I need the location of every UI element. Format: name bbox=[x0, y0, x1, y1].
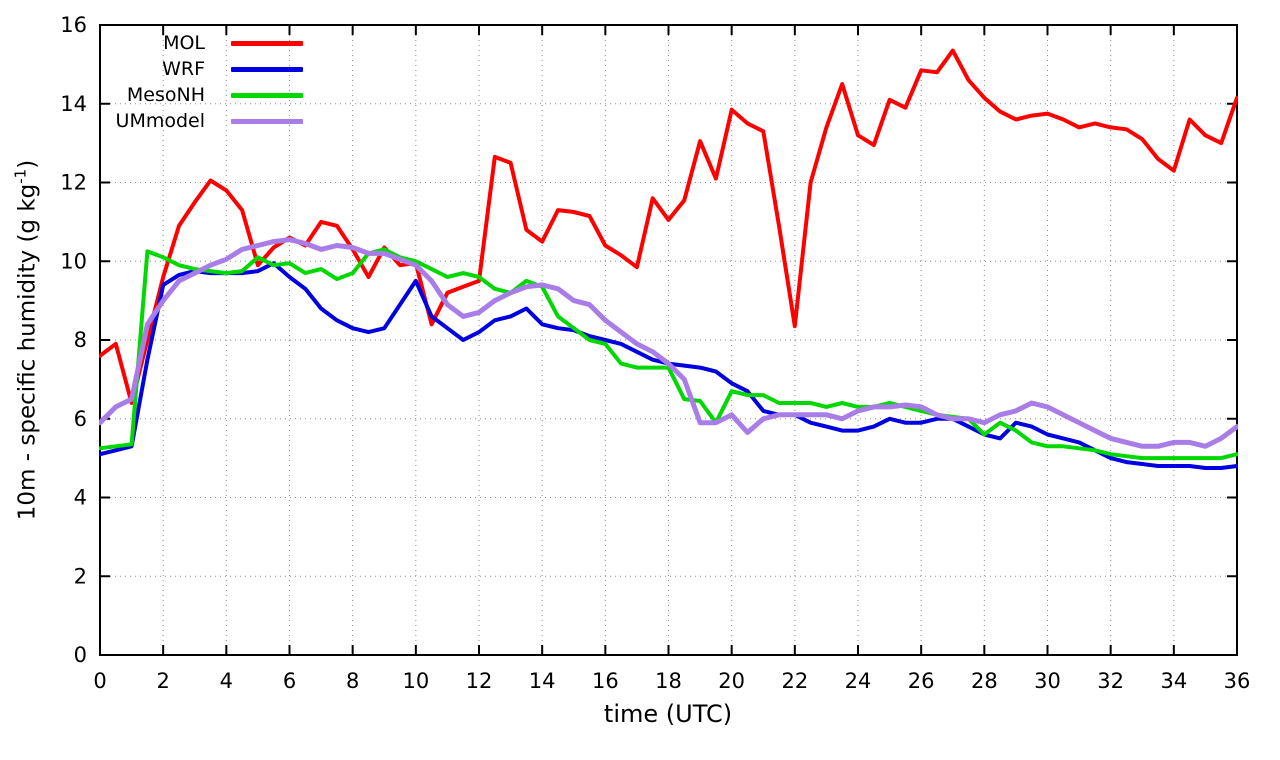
plot-border bbox=[99, 24, 1238, 656]
y-axis-label: 10m - specific humidity (g kg-1) bbox=[12, 160, 41, 520]
legend-label-mesonh: MesoNH bbox=[126, 84, 205, 106]
legend-line-sample-ummodel bbox=[231, 118, 303, 124]
y-tick-label: 4 bbox=[74, 486, 87, 510]
y-tick-label: 10 bbox=[60, 249, 87, 273]
legend-line-sample-mol bbox=[231, 40, 303, 46]
x-tick-label: 0 bbox=[93, 669, 106, 693]
y-tick-label: 14 bbox=[60, 92, 87, 116]
series-line-mesonh bbox=[99, 247, 1238, 461]
series-line-ummodel bbox=[99, 237, 1238, 449]
x-tick-label: 10 bbox=[402, 669, 429, 693]
y-tick-label: 6 bbox=[74, 407, 87, 431]
x-tick-label: 6 bbox=[283, 669, 296, 693]
x-tick-label: 16 bbox=[592, 669, 619, 693]
x-tick-label: 32 bbox=[1097, 669, 1124, 693]
legend: MOL WRF MesoNH UMmodel bbox=[100, 30, 303, 134]
x-tick-label: 24 bbox=[845, 669, 872, 693]
y-tick-labels: 0 2 4 6 8 10 12 14 16 bbox=[60, 13, 87, 667]
y-tick-label: 12 bbox=[60, 171, 87, 195]
x-axis-label: time (UTC) bbox=[603, 700, 733, 728]
x-tick-label: 18 bbox=[655, 669, 682, 693]
legend-line-sample-wrf bbox=[231, 66, 303, 72]
legend-label-mol: MOL bbox=[163, 32, 205, 54]
x-tick-label: 36 bbox=[1224, 669, 1251, 693]
x-tick-label: 30 bbox=[1034, 669, 1061, 693]
y-tick-label: 2 bbox=[74, 564, 87, 588]
legend-item-mol: MOL bbox=[100, 30, 303, 56]
y-tick-label: 16 bbox=[60, 13, 87, 37]
x-tick-label: 20 bbox=[718, 669, 745, 693]
legend-item-ummodel: UMmodel bbox=[100, 108, 303, 134]
x-tick-label: 26 bbox=[908, 669, 935, 693]
x-tick-label: 4 bbox=[220, 669, 233, 693]
series-lines bbox=[99, 48, 1238, 470]
y-axis-label-superscript: -1 bbox=[11, 168, 30, 184]
legend-item-wrf: WRF bbox=[100, 56, 303, 82]
x-tick-label: 22 bbox=[781, 669, 808, 693]
y-axis-label-close: ) bbox=[14, 159, 41, 169]
legend-label-wrf: WRF bbox=[162, 58, 205, 80]
x-tick-label: 34 bbox=[1160, 669, 1187, 693]
y-tick-label: 0 bbox=[74, 643, 87, 667]
y-tick-label: 8 bbox=[74, 328, 87, 352]
x-tick-label: 14 bbox=[529, 669, 556, 693]
legend-line-sample-mesonh bbox=[231, 92, 303, 98]
x-tick-label: 12 bbox=[466, 669, 493, 693]
x-tick-label: 8 bbox=[346, 669, 359, 693]
x-tick-label: 28 bbox=[971, 669, 998, 693]
x-tick-label: 2 bbox=[156, 669, 169, 693]
y-axis-label-text: 10m - specific humidity (g kg bbox=[14, 183, 41, 521]
legend-label-ummodel: UMmodel bbox=[115, 110, 205, 132]
x-tick-labels: 0 2 4 6 8 10 12 14 16 18 20 22 24 26 28 30 32 34 36 bbox=[93, 669, 1250, 693]
grid-lines bbox=[99, 24, 1238, 656]
legend-item-mesonh: MesoNH bbox=[100, 82, 303, 108]
